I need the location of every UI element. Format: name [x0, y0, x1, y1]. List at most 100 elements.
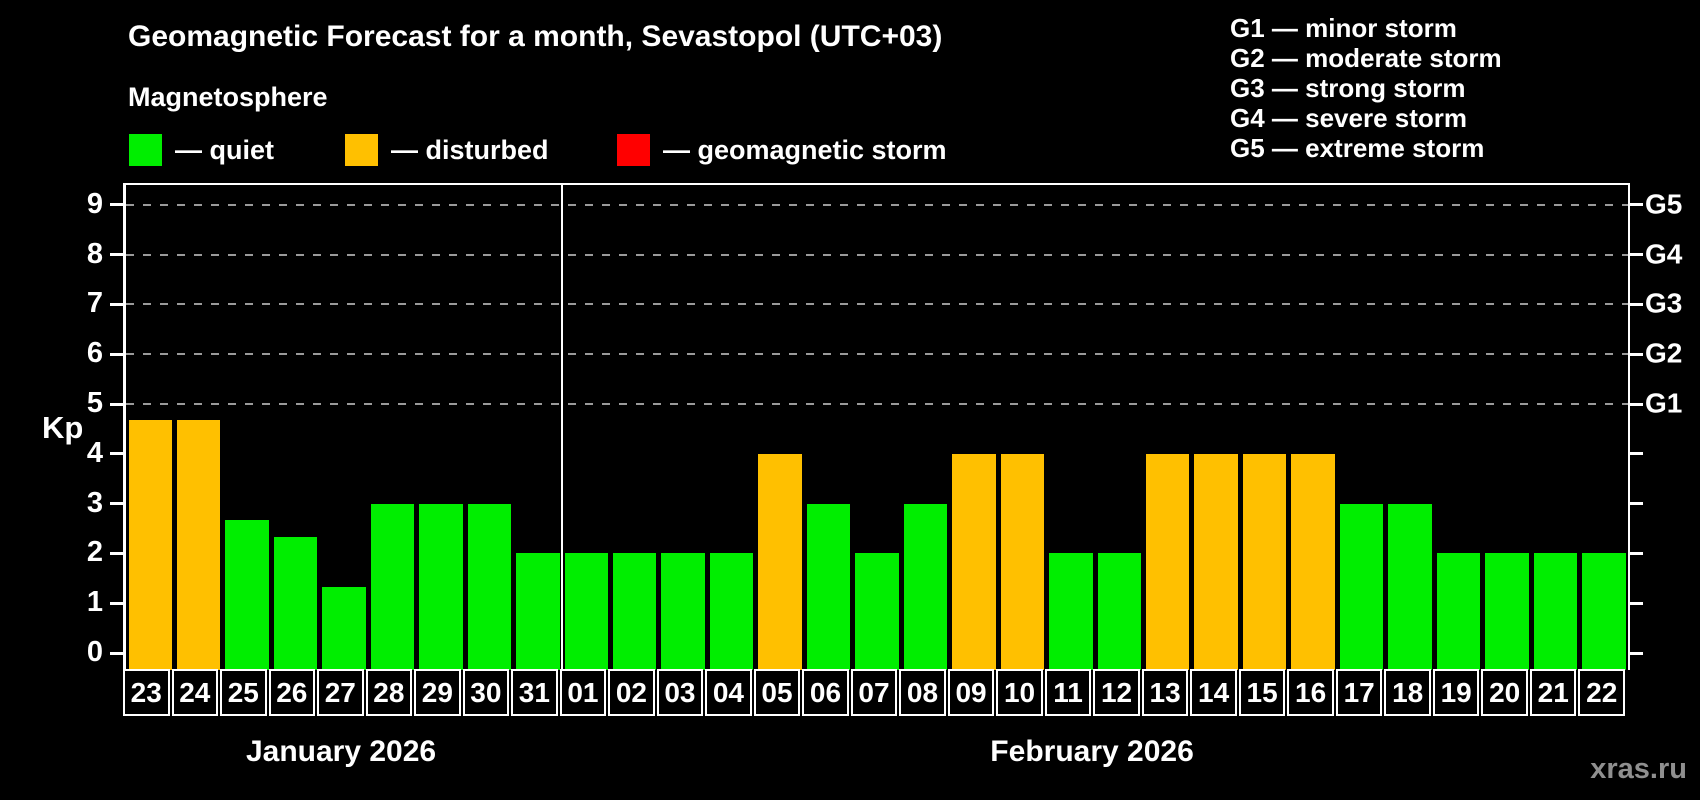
bar-column-18 [1386, 185, 1434, 670]
kp-tick-label: 5 [86, 386, 103, 419]
kp-bar [709, 553, 754, 670]
storm-color-swatch [617, 134, 650, 166]
right-axis-tick [1630, 402, 1643, 406]
left-axis-tick [110, 352, 123, 356]
right-axis-tick [1630, 352, 1643, 356]
date-cell: 19 [1432, 669, 1480, 716]
g-scale-legend-line: G2 — moderate storm [1230, 43, 1502, 73]
bar-column-22 [1580, 185, 1628, 670]
right-axis-tick [1630, 651, 1643, 655]
g-scale-legend-line: G1 — minor storm [1230, 13, 1457, 43]
kp-bar [128, 420, 172, 670]
date-cell: 10 [996, 669, 1043, 716]
g-level-label: G5 [1645, 188, 1683, 220]
kp-tick-label: 6 [86, 337, 103, 370]
chart-title: Geomagnetic Forecast for a month, Sevast… [128, 20, 943, 53]
bar-column-15 [1240, 185, 1288, 670]
legend-item-label: — quiet [175, 134, 274, 165]
left-axis-tick [110, 502, 123, 506]
date-cell: 23 [123, 669, 170, 716]
g-scale-legend-line: G5 — extreme storm [1230, 133, 1485, 163]
legend-item-label: — disturbed [391, 134, 549, 165]
kp-bar [322, 586, 366, 670]
legend-item-label: — geomagnetic storm [663, 134, 947, 165]
kp-bar [1146, 453, 1190, 670]
bar-column-29 [417, 185, 465, 670]
kp-bar [1194, 453, 1238, 670]
bar-column-25 [223, 185, 271, 670]
right-axis-tick [1630, 502, 1643, 506]
kp-bar [952, 453, 996, 670]
date-cell: 08 [899, 669, 946, 716]
g-level-label: G2 [1645, 337, 1683, 369]
right-axis-tick [1630, 203, 1643, 207]
date-cell: 20 [1481, 669, 1528, 716]
bar-column-27 [320, 185, 368, 670]
chart-plot-area: 0 1 2 3 4 5 6 7 8 9 G1 G2 G3 G4 G5 [87, 183, 1682, 670]
date-cell: 24 [171, 669, 219, 716]
date-cell: 02 [608, 669, 655, 716]
g-level-label: G3 [1645, 287, 1683, 319]
date-cell: 28 [365, 669, 413, 716]
bar-column-07 [853, 185, 901, 670]
gridline-kp-9 [126, 203, 1628, 206]
left-axis-tick [110, 452, 123, 456]
bar-column-19 [1434, 185, 1482, 670]
date-cell: 26 [268, 669, 316, 716]
month-label: February 2026 [990, 735, 1194, 768]
date-cell: 11 [1044, 669, 1092, 716]
kp-bar [758, 453, 802, 670]
kp-bar [806, 503, 851, 670]
kp-bar [564, 553, 609, 670]
kp-tick-label: 7 [86, 287, 103, 320]
gridline-kp-7 [126, 303, 1628, 306]
date-cell: 04 [705, 669, 752, 716]
date-cell: 03 [656, 669, 704, 716]
legend-item-storm: — geomagnetic storm [617, 133, 947, 167]
bar-column-10 [998, 185, 1046, 670]
kp-tick-label: 4 [86, 436, 103, 469]
right-axis-tick [1630, 601, 1643, 605]
kp-bar [176, 420, 221, 670]
watermark: xras.ru [1590, 753, 1687, 785]
date-cell: 18 [1384, 669, 1431, 716]
kp-bar [903, 503, 948, 670]
kp-bar [1436, 553, 1481, 670]
kp-tick-label: 0 [86, 635, 103, 668]
bar-column-14 [1192, 185, 1240, 670]
kp-bar [1339, 503, 1384, 670]
date-cell: 25 [220, 669, 267, 716]
kp-bar [1049, 553, 1093, 670]
kp-tick-label: 2 [86, 536, 103, 569]
bar-column-02 [611, 185, 659, 670]
legend-item-disturbed: — disturbed [345, 133, 549, 167]
kp-tick-label: 8 [86, 237, 103, 270]
bar-column-05 [756, 185, 804, 670]
bar-column-21 [1531, 185, 1579, 670]
kp-bar [661, 553, 705, 670]
right-axis-tick [1630, 253, 1643, 257]
left-axis-tick [110, 402, 123, 406]
kp-bar [419, 503, 463, 670]
kp-bar [1533, 553, 1578, 670]
kp-bar [1242, 453, 1287, 670]
date-cell: 31 [511, 669, 558, 716]
bar-column-24 [174, 185, 222, 670]
bar-column-31 [514, 185, 562, 670]
bar-column-23 [126, 185, 174, 670]
left-axis-tick [110, 253, 123, 257]
kp-bar [855, 553, 899, 670]
kp-bar [1485, 553, 1529, 670]
left-axis-tick [110, 601, 123, 605]
gridline-kp-8 [126, 253, 1628, 256]
kp-tick-label: 3 [86, 486, 103, 519]
date-cell: 17 [1335, 669, 1383, 716]
month-label: January 2026 [245, 735, 437, 768]
bar-column-01 [562, 185, 610, 670]
g-level-label: G1 [1645, 387, 1683, 419]
kp-tick-label: 1 [86, 586, 103, 619]
bar-column-26 [271, 185, 319, 670]
g-scale-legend: G1 — minor storm G2 — moderate storm G3 … [1230, 13, 1502, 163]
chart-subtitle: Magnetosphere [128, 82, 328, 112]
bar-column-12 [1095, 185, 1143, 670]
